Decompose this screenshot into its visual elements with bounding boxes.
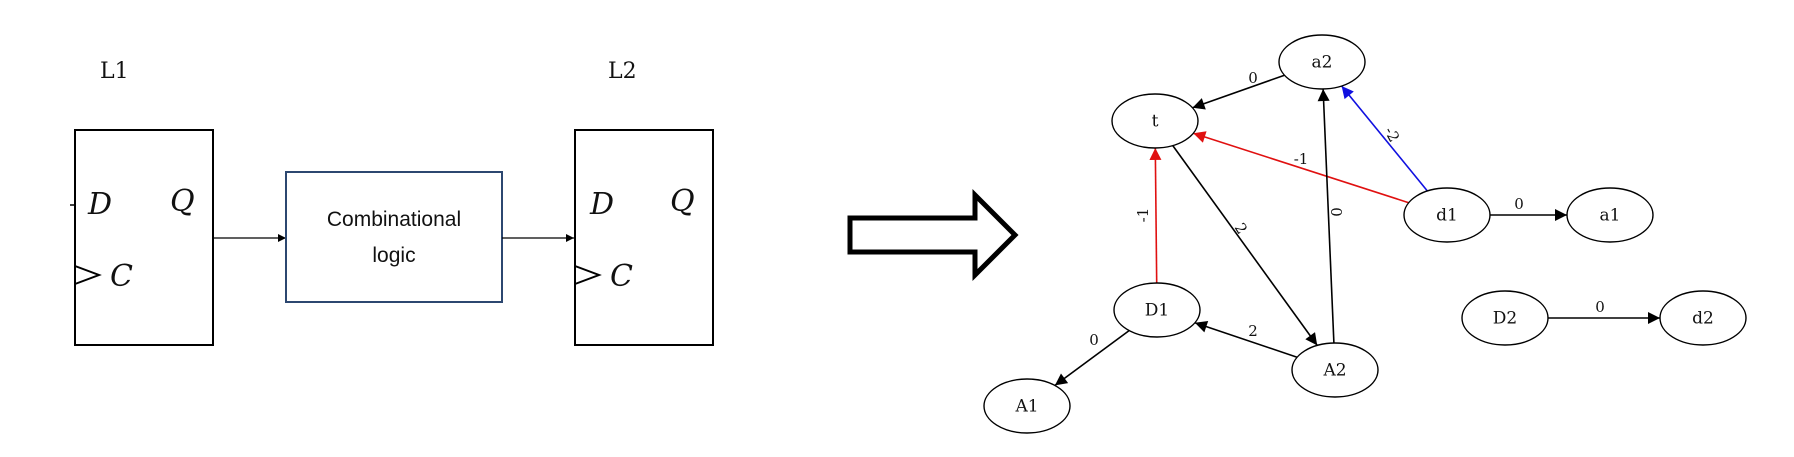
graph-node-label: A2 bbox=[1322, 361, 1346, 381]
graph-edge-a2-t bbox=[1192, 74, 1285, 110]
latch-l2-q-pin: Q bbox=[670, 184, 695, 219]
graph-edge-t-A2 bbox=[1172, 145, 1318, 346]
graph-node-label: d2 bbox=[1692, 309, 1714, 329]
graph-node-a2: a2 bbox=[1278, 34, 1366, 90]
graph-node-label: D2 bbox=[1493, 309, 1517, 329]
graph-node-ellipse bbox=[1659, 290, 1747, 346]
constraint-graph: 0 -2 -1 0 2 0 -1 2 0 0 a2 t d1 a1 D1 A2 A1 D2 d2 bbox=[983, 34, 1747, 434]
latch-l1-box bbox=[74, 129, 214, 346]
graph-node-t: t bbox=[1111, 93, 1199, 149]
transform-arrow-icon bbox=[847, 188, 1019, 282]
combinational-logic-line2: logic bbox=[372, 244, 415, 267]
graph-node-label: D1 bbox=[1145, 301, 1169, 321]
circuit-diagram: L1 D Q C Combinational logic L2 D Q C bbox=[70, 59, 714, 346]
edge-weight-label: 0 bbox=[1089, 331, 1099, 349]
graph-node-ellipse bbox=[1461, 290, 1549, 346]
latch-l2-clock-triangle bbox=[574, 265, 602, 285]
edge-weight-label: -1 bbox=[1294, 150, 1309, 168]
graph-node-label: a1 bbox=[1600, 206, 1621, 226]
latch-l1-label: L1 bbox=[100, 59, 129, 84]
edge-weight-label: 0 bbox=[1595, 298, 1605, 316]
graph-node-label: t bbox=[1152, 112, 1159, 132]
combinational-logic-block: Combinational logic bbox=[285, 171, 503, 303]
graph-node-ellipse bbox=[1278, 34, 1366, 90]
graph-node-ellipse bbox=[1291, 342, 1379, 398]
graph-edge-d1-t bbox=[1193, 131, 1409, 204]
graph-node-A1: A1 bbox=[983, 378, 1071, 434]
graph-edge-D1-t bbox=[1149, 147, 1162, 284]
edge-weight-label: -1 bbox=[1134, 208, 1152, 223]
edge-weight-label: 0 bbox=[1328, 207, 1346, 217]
graph-node-a1: a1 bbox=[1566, 187, 1654, 243]
graph-node-ellipse bbox=[1113, 282, 1201, 338]
graph-node-ellipse bbox=[1566, 187, 1654, 243]
edge-weight-label: 0 bbox=[1248, 69, 1258, 87]
graph-node-D2: D2 bbox=[1461, 290, 1549, 346]
graph-node-D1: D1 bbox=[1113, 282, 1201, 338]
latch-l1-clock-triangle bbox=[74, 265, 102, 285]
combinational-logic-line1: Combinational bbox=[327, 208, 461, 231]
edge-weight-label: -2 bbox=[1381, 124, 1404, 145]
graph-edge-d1-a2 bbox=[1340, 85, 1429, 192]
graph-node-label: a2 bbox=[1312, 53, 1333, 73]
graph-edge-D1-A1 bbox=[1054, 329, 1130, 387]
latch-l2: L2 D Q C bbox=[574, 59, 714, 346]
graph-edge-A2-a2 bbox=[1317, 88, 1335, 344]
latch-l2-label: L2 bbox=[608, 59, 637, 84]
latch-l1: L1 D Q C bbox=[70, 59, 214, 346]
latch-l1-c-pin: C bbox=[110, 259, 133, 294]
combinational-logic-box bbox=[285, 171, 503, 303]
graph-node-ellipse bbox=[1403, 187, 1491, 243]
graph-node-d1: d1 bbox=[1403, 187, 1491, 243]
edge-weight-label: 2 bbox=[1248, 322, 1258, 340]
graph-node-d2: d2 bbox=[1659, 290, 1747, 346]
edge-weight-label: 2 bbox=[1231, 220, 1251, 238]
latch-l2-c-pin: C bbox=[610, 259, 633, 294]
edge-weight-label: 0 bbox=[1514, 195, 1524, 213]
graph-node-A2: A2 bbox=[1291, 342, 1379, 398]
latch-l2-box bbox=[574, 129, 714, 346]
graph-node-ellipse bbox=[983, 378, 1071, 434]
graph-nodes: a2 t d1 a1 D1 A2 A1 D2 d2 bbox=[983, 34, 1747, 434]
latch-l1-q-pin: Q bbox=[170, 184, 195, 219]
graph-edge-A2-D1 bbox=[1194, 320, 1298, 358]
graph-node-ellipse bbox=[1111, 93, 1199, 149]
latch-l2-d-pin: D bbox=[589, 187, 614, 222]
latch-l1-d-pin: D bbox=[87, 187, 112, 222]
graph-node-label: d1 bbox=[1436, 206, 1458, 226]
graph-node-label: A1 bbox=[1014, 397, 1038, 417]
